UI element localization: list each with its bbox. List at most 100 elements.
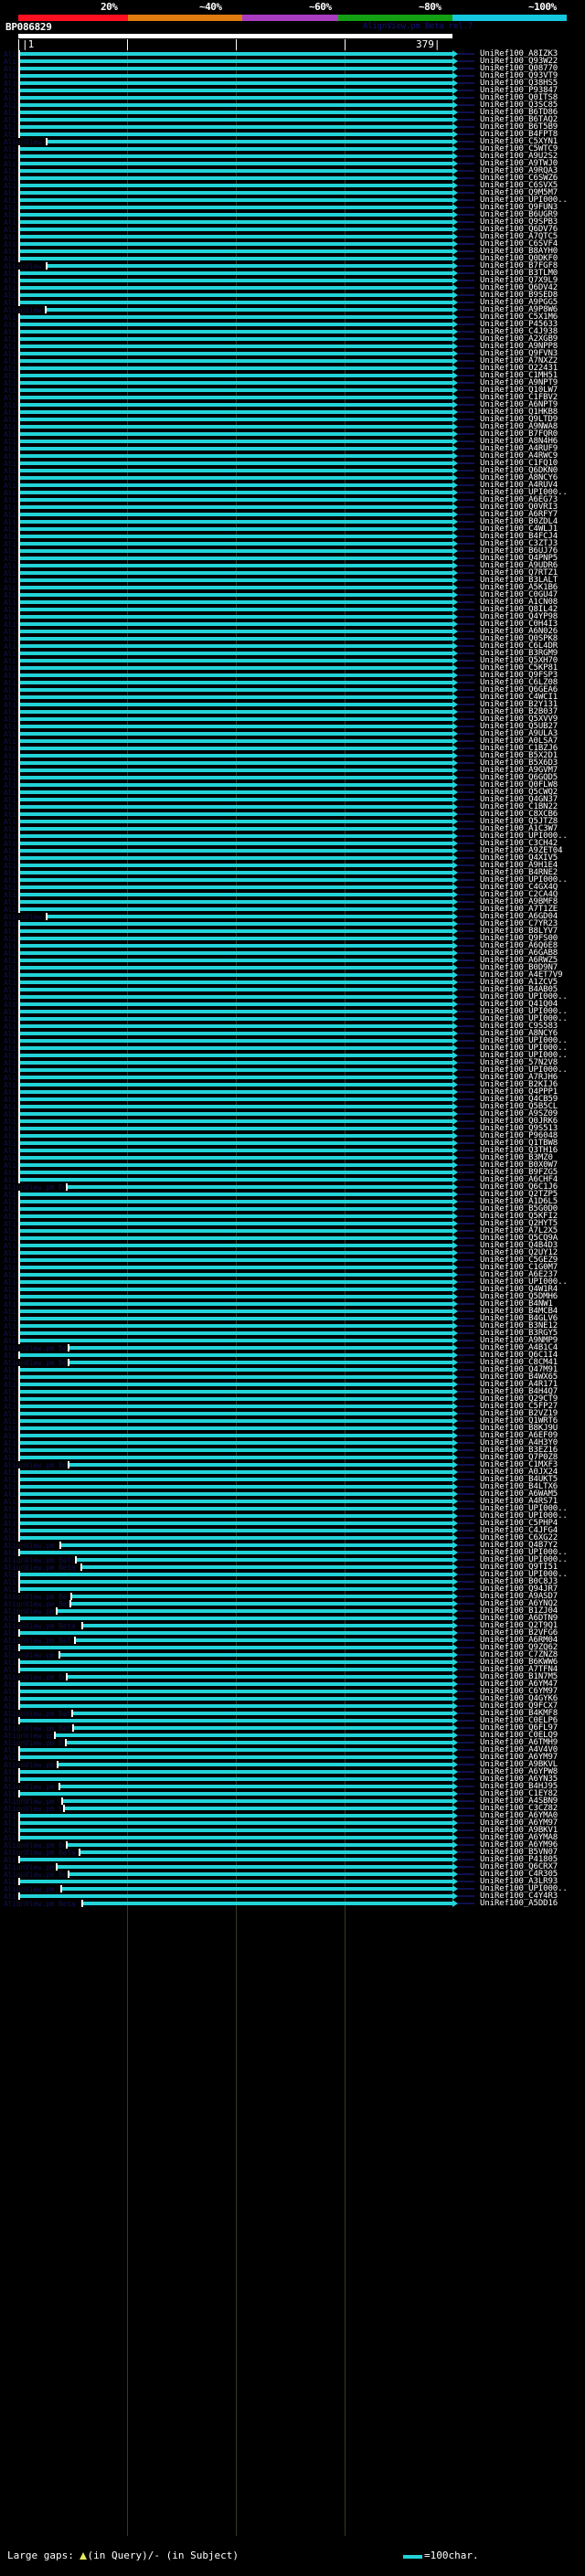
hit-row[interactable]: AlignView.pm Beta rel.7UniRef100_A8NCY6 — [0, 473, 585, 482]
hit-label[interactable]: UniRef100_A6N026 — [480, 627, 558, 636]
hit-row[interactable]: AlignView.pm Beta rel.7UniRef100_C1FBV2 — [0, 393, 585, 402]
hit-row[interactable]: AlignView.pm Beta rel.7UniRef100_Q6GEA6 — [0, 685, 585, 694]
hit-row[interactable]: AlignView.pm Beta rel.7UniRef100_Q5XH70 — [0, 656, 585, 665]
hit-label[interactable]: UniRef100_P93847 — [480, 86, 558, 95]
alignment-bar[interactable] — [20, 337, 452, 341]
hit-label[interactable]: UniRef100_UPI000.. — [480, 1014, 568, 1023]
hit-row[interactable]: AlignView.pm Beta rel.7UniRef100_Q4XIV5 — [0, 853, 585, 863]
alignment-bar[interactable] — [20, 235, 452, 239]
alignment-bar[interactable] — [20, 483, 452, 487]
hit-label[interactable]: UniRef100_B4HJ95 — [480, 1782, 558, 1791]
alignment-bar[interactable] — [20, 403, 452, 407]
hit-row[interactable]: AlignView.pm Beta rel.7UniRef100_Q6DV76 — [0, 225, 585, 234]
hit-label[interactable]: UniRef100_B6TAQ2 — [480, 115, 558, 124]
alignment-bar[interactable] — [80, 1850, 452, 1854]
hit-label[interactable]: UniRef100_Q9LTD9 — [480, 415, 558, 424]
alignment-bar[interactable] — [20, 1836, 452, 1839]
hit-label[interactable]: UniRef100_UPI000.. — [480, 1044, 568, 1053]
hit-row[interactable]: AlignView.pm Beta rel.7UniRef100_C5WTC9 — [0, 144, 585, 154]
hit-label[interactable]: UniRef100_UPI000.. — [480, 992, 568, 1002]
alignment-bar[interactable] — [20, 1777, 452, 1781]
alignment-bar[interactable] — [20, 1814, 452, 1818]
hit-row[interactable]: AlignView.pm Beta rel.7UniRef100_Q2TZP5 — [0, 1190, 585, 1199]
hit-row[interactable]: AlignView.pm Beta rel.7UniRef100_B0D9N7 — [0, 963, 585, 972]
alignment-bar[interactable] — [20, 498, 452, 502]
hit-label[interactable]: UniRef100_B3EZ16 — [480, 1446, 558, 1455]
hit-label[interactable]: UniRef100_A8NCY6 — [480, 473, 558, 482]
alignment-bar[interactable] — [20, 271, 452, 275]
hit-row[interactable]: AlignView.pm Beta rel.7UniRef100_C4WCI1 — [0, 693, 585, 702]
alignment-bar[interactable] — [20, 447, 452, 451]
hit-label[interactable]: UniRef100_Q10LW7 — [480, 386, 558, 395]
hit-row[interactable]: AlignView.pm Beta rel.7UniRef100_Q6DV42 — [0, 283, 585, 292]
hit-label[interactable]: UniRef100_UPI000.. — [480, 1504, 568, 1513]
hit-label[interactable]: UniRef100_Q5JTZ8 — [480, 817, 558, 826]
hit-row[interactable]: AlignView.pm Beta rel.7UniRef100_Q94JR7 — [0, 1585, 585, 1594]
hit-label[interactable]: UniRef100_C3ZTJ3 — [480, 539, 558, 548]
alignment-bar[interactable] — [20, 1858, 452, 1861]
alignment-bar[interactable] — [20, 1244, 452, 1247]
hit-row[interactable]: AlignView.pm Beta rel.7UniRef100_A1ZCV5 — [0, 978, 585, 987]
hit-label[interactable]: UniRef100_Q0DKF0 — [480, 254, 558, 263]
alignment-bar[interactable] — [20, 1076, 452, 1079]
hit-row[interactable]: AlignView.pm Beta rel.7UniRef100_57N2V8 — [0, 1058, 585, 1067]
hit-row[interactable]: AlignView.pm Beta rel.7UniRef100_C4JFG4 — [0, 1526, 585, 1535]
hit-row[interactable]: AlignView.pm Beta rel.7UniRef100_Q47M91 — [0, 1365, 585, 1374]
hit-label[interactable]: UniRef100_P41805 — [480, 1855, 558, 1864]
alignment-bar[interactable] — [20, 805, 452, 809]
hit-row[interactable]: AlignView.pm Beta rel.7UniRef100_B4HJ95 — [0, 1782, 585, 1791]
hit-label[interactable]: UniRef100_A6YPW8 — [480, 1767, 558, 1776]
alignment-bar[interactable] — [20, 1690, 452, 1693]
hit-label[interactable]: UniRef100_B2VFG6 — [480, 1628, 558, 1638]
hit-row[interactable]: AlignView.pm Beta rel.7UniRef100_B6UJ76 — [0, 546, 585, 556]
alignment-bar[interactable] — [20, 461, 452, 465]
alignment-bar[interactable] — [20, 169, 452, 173]
hit-label[interactable]: UniRef100_A0JX24 — [480, 1468, 558, 1477]
hit-label[interactable]: UniRef100_A6Q6E8 — [480, 941, 558, 950]
hit-label[interactable]: UniRef100_Q0ITS8 — [480, 93, 558, 102]
hit-row[interactable]: AlignView.pm Beta rel.7UniRef100_C4R305 — [0, 1870, 585, 1879]
alignment-bar[interactable] — [20, 176, 452, 180]
alignment-bar[interactable] — [76, 1638, 452, 1642]
hit-row[interactable]: AlignView.pm Beta rel.7UniRef100_Q9FVN3 — [0, 349, 585, 358]
hit-label[interactable]: UniRef100_Q4W1R4 — [480, 1285, 558, 1294]
hit-row[interactable]: AlignView.pm Beta rel.7UniRef100_Q2UY12 — [0, 1248, 585, 1257]
hit-row[interactable]: AlignView.pm Beta rel.7UniRef100_Q8IL42 — [0, 605, 585, 614]
hit-label[interactable]: UniRef100_UPI000.. — [480, 1051, 568, 1060]
alignment-bar[interactable] — [74, 1726, 452, 1730]
hit-row[interactable]: AlignView.pm Beta rel.7UniRef100_A6YMA8 — [0, 1833, 585, 1842]
hit-row[interactable]: AlignView.pm Beta rel.7UniRef100_C4GX4Q — [0, 883, 585, 892]
hit-row[interactable]: AlignView.pm Beta rel.7UniRef100_UPI000.… — [0, 1051, 585, 1060]
alignment-bar[interactable] — [20, 754, 452, 758]
hit-label[interactable]: UniRef100_B2B037 — [480, 707, 558, 716]
alignment-bar[interactable] — [20, 732, 452, 736]
hit-row[interactable]: AlignView.pm Beta rel.7UniRef100_B4KMF8 — [0, 1709, 585, 1718]
hit-label[interactable]: UniRef100_A6YMA0 — [480, 1811, 558, 1820]
alignment-bar[interactable] — [20, 374, 452, 377]
hit-row[interactable]: AlignView.pm Beta rel.7UniRef100_A6YN35 — [0, 1775, 585, 1784]
alignment-bar[interactable] — [20, 966, 452, 970]
hit-label[interactable]: UniRef100_B0X0W7 — [480, 1161, 558, 1170]
alignment-bar[interactable] — [20, 1573, 452, 1576]
alignment-bar[interactable] — [20, 1821, 452, 1825]
hit-row[interactable]: AlignView.pm Beta rel.7UniRef100_UPI000.… — [0, 488, 585, 497]
alignment-bar[interactable] — [20, 469, 452, 472]
hit-label[interactable]: UniRef100_Q6CRX7 — [480, 1862, 558, 1871]
hit-row[interactable]: AlignView.pm Beta rel.7UniRef100_Q4YP98 — [0, 612, 585, 621]
alignment-bar[interactable] — [20, 1163, 452, 1167]
hit-label[interactable]: UniRef100_Q5UB27 — [480, 722, 558, 731]
alignment-bar[interactable] — [20, 1141, 452, 1145]
hit-row[interactable]: AlignView.pm Beta rel.7UniRef100_Q9FSP3 — [0, 671, 585, 680]
hit-label[interactable]: UniRef100_A6EF09 — [480, 1431, 558, 1440]
hit-label[interactable]: UniRef100_B3RGY5 — [480, 1329, 558, 1338]
hit-label[interactable]: UniRef100_A9PGG5 — [480, 298, 558, 307]
hit-row[interactable]: AlignView.pm Beta rel.7UniRef100_B0X0W7 — [0, 1161, 585, 1170]
alignment-bar[interactable] — [83, 1902, 452, 1905]
alignment-bar[interactable] — [20, 871, 452, 875]
hit-row[interactable]: AlignView.pm Beta rel.7UniRef100_A4H3Y0 — [0, 1438, 585, 1447]
alignment-bar[interactable] — [20, 842, 452, 845]
hit-row[interactable]: AlignView.pm Beta rel.7UniRef100_Q9LTD9 — [0, 415, 585, 424]
hit-label[interactable]: UniRef100_A1C3W7 — [480, 824, 558, 833]
hit-row[interactable]: AlignView.pm Beta rel.7UniRef100_C5PHP4 — [0, 1519, 585, 1528]
alignment-bar[interactable] — [20, 125, 452, 129]
